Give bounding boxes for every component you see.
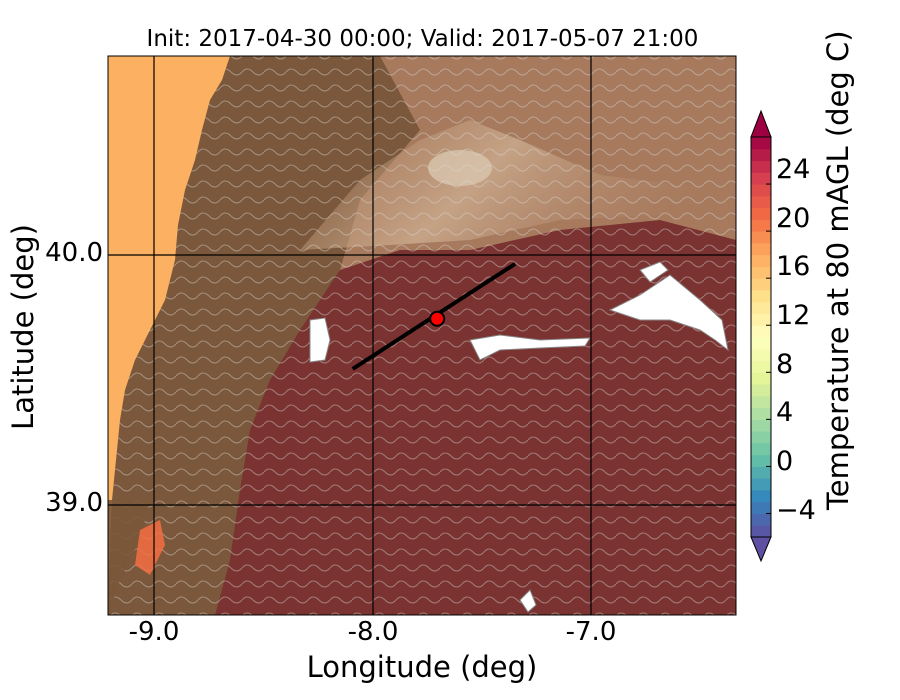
colorbar-tick-minus-4: −4 [776,495,816,526]
y-tick-label-40: 40.0 [45,238,103,268]
y-tick-label-39: 39.0 [45,488,103,518]
x-tick-label-minus-9: -9.0 [128,617,180,647]
colorbar-band [751,525,771,538]
colorbar-tick-0: 0 [776,446,794,477]
site-marker [429,310,446,327]
colorbar-band [751,337,771,350]
colorbar-tick-24: 24 [776,154,811,185]
terrain-contours [108,56,736,615]
colorbar-band [751,207,771,220]
colorbar-band [751,466,771,479]
colorbar-extend-max [750,109,772,138]
colorbar-tick-12: 12 [776,300,811,331]
colorbar-band [751,395,771,409]
colorbar-band [751,384,771,397]
colorbar-band [751,348,771,362]
colorbar-tick-16: 16 [776,251,811,282]
x-tick-label-minus-7: -7.0 [565,617,617,647]
map-area [108,56,736,615]
colorbar-tick-8: 8 [776,349,794,380]
colorbar-band [751,419,771,432]
colorbar-band [751,172,771,185]
colorbar-band [751,184,771,197]
colorbar-band [751,266,771,279]
colorbar [750,109,772,563]
southern-coast [108,500,150,615]
estuary [135,520,165,575]
colorbar-band [751,431,771,444]
colorbar-extend-min [750,536,772,563]
colorbar-band [751,442,771,456]
x-tick-label-minus-8: -8.0 [347,617,399,647]
colorbar-band [751,148,771,162]
colorbar-band [751,325,771,338]
x-axis-label: Longitude (deg) [306,650,538,684]
colorbar-band [751,289,771,303]
ocean [108,56,230,615]
colorbar-band [751,137,771,150]
colorbar-label: Temperature at 80 mAGL (deg C) [821,30,855,510]
colorbar-band [751,160,771,173]
colorbar-tick-4: 4 [776,397,794,428]
colorbar-band [751,513,771,526]
water-bodies [309,261,729,613]
colorbar-band [751,407,771,420]
colorbar-bands [751,137,771,538]
map-title: Init: 2017-04-30 00:00; Valid: 2017-05-0… [146,26,699,52]
colorbar-band [751,360,771,373]
colorbar-band [751,501,771,514]
colorbar-band [751,301,771,314]
colorbar-band [751,313,771,326]
colorbar-band [751,478,771,491]
colorbar-tick-20: 20 [776,203,811,234]
colorbar-band [751,195,771,209]
colorbar-band [751,278,771,291]
colorbar-band [751,489,771,503]
colorbar-band [751,372,771,385]
colorbar-band [751,454,771,467]
colorbar-band [751,219,771,232]
colorbar-frame [750,136,772,538]
colorbar-band [751,242,771,256]
colorbar-band [751,231,771,244]
colorbar-tick-marks [766,183,771,514]
graticule [108,56,736,615]
map-frame [107,55,737,616]
colorbar-band [751,254,771,267]
